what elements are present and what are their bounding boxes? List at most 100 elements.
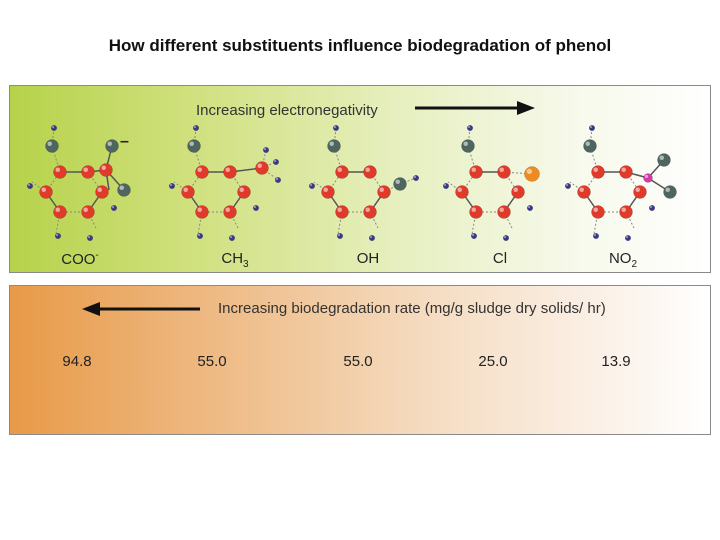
hydrogen-atom [564,182,572,190]
substituent-label-ch3: CH3 [221,250,249,270]
hydrogen-atom [192,124,200,132]
hydroxyl-oxygen-atom-highlight [395,179,400,184]
carboxyl-oxygen-atom-highlight [119,185,124,190]
hydroxyl-oxygen-atom [393,177,407,191]
methyl-carbon-atom [255,161,269,175]
biodegradation-arrow [82,302,200,316]
ring-carbon-atom-highlight [365,167,370,172]
ring-carbon-atom-highlight [365,207,370,212]
hydrogen-atom [262,146,270,154]
hydrogen-atom-highlight [254,206,256,208]
ring-carbon-atom-highlight [55,207,60,212]
hydrogen-atom [368,234,376,242]
hydrogen-atom-highlight [472,234,474,237]
hydrogen-atom [308,182,316,190]
hydrogen-atom-highlight [626,236,629,239]
ring-carbon-atom-highlight [457,187,462,192]
ring-carbon-atom-highlight [635,187,640,192]
electronegativity-panel: Increasing electronegativity – COO- CH3 … [9,85,711,273]
molecule-structures: – [26,124,677,242]
hydrogen-atom-highlight [28,184,30,186]
phenol-oxygen-atom-highlight [189,141,195,146]
substituent-label-oh: OH [356,250,380,267]
hydrogen-atom-highlight [594,234,597,237]
ring-carbon-atom-highlight [499,167,504,172]
hydrogen-atom-highlight [230,236,233,239]
bond [467,127,471,147]
ring-carbon-atom [81,205,95,219]
carboxyl-oxygen-atom [105,139,119,153]
substituent-label-coo: COO- [61,250,99,268]
ring-carbon-atom-highlight [225,167,231,172]
bond [589,127,593,147]
hydrogen-atom-highlight [198,234,201,237]
ring-carbon-atom-highlight [197,207,203,212]
diagram-title: How different substituents influence bio… [108,36,612,55]
hydrogen-atom-highlight [170,184,173,186]
nitro-oxygen-atom-highlight [665,187,670,192]
bond [31,181,47,193]
ring-carbon-atom [53,165,67,179]
ring-carbon-atom [497,205,511,219]
bond [503,211,513,229]
ring-carbon-atom [195,205,209,219]
hydrogen-atom [470,232,478,240]
hydrogen-atom-highlight [590,126,593,128]
hydrogen-atom [336,232,344,240]
hydrogen-atom-highlight [194,126,197,128]
hydrogen-atom [648,204,656,212]
ring-carbon-atom-highlight [55,167,60,172]
bond [333,127,337,147]
hydrogen-atom-highlight [444,184,446,186]
ring-carbon-atom-highlight [83,167,88,172]
ring-carbon-atom [53,205,67,219]
hydrogen-atom [624,234,632,242]
bond [369,211,379,229]
bond [261,149,267,169]
ring-carbon-atom [633,185,647,199]
ring-carbon-atom-highlight [323,187,328,192]
bond [383,183,401,193]
hydrogen-atom-highlight [338,234,340,237]
hydrogen-atom-highlight [528,206,531,208]
ring-carbon-atom [591,205,605,219]
phenol-oxygen-atom [45,139,59,153]
bond [261,167,279,181]
nitrogen-atom-highlight [644,174,648,178]
hydrogen-atom [442,182,450,190]
rate-value-ch3: 55.0 [197,353,227,370]
hydrogen-atom [272,158,280,166]
nitrogen-atom [643,173,653,183]
bond [625,211,635,229]
ring-carbon-atom [223,165,237,179]
ring-carbon-atom [181,185,195,199]
phenol-oxygen-atom-highlight [329,141,334,146]
ring-carbon-atom-highlight [379,187,384,192]
carboxyl-carbon-atom [99,163,113,177]
ring-carbon-atom-highlight [41,187,46,192]
electronegativity-label: Increasing electronegativity [196,102,378,119]
hydrogen-atom [466,124,474,132]
rate-value-coo: 94.8 [62,353,92,370]
ring-carbon-atom [511,185,525,199]
ring-carbon-atom [223,205,237,219]
bond [87,211,97,229]
ring-carbon-atom [469,205,483,219]
hydrogen-atom [54,232,62,240]
carboxyl-oxygen-atom-highlight [107,141,112,146]
ring-carbon-atom [619,205,633,219]
ring-carbon-atom-highlight [621,207,626,212]
ring-carbon-atom-highlight [471,207,476,212]
ring-carbon-atom-highlight [621,167,626,172]
bond [229,211,239,229]
hydrogen-atom [332,124,340,132]
bond [399,177,417,185]
hydrogen-atom-highlight [334,126,336,128]
ring-carbon-atom-highlight [499,207,504,212]
bond [173,181,189,193]
hydrogen-atom [502,234,510,242]
hydrogen-atom-highlight [88,236,90,239]
bond [447,181,463,193]
hydrogen-atom [50,124,58,132]
ring-carbon-atom [363,205,377,219]
